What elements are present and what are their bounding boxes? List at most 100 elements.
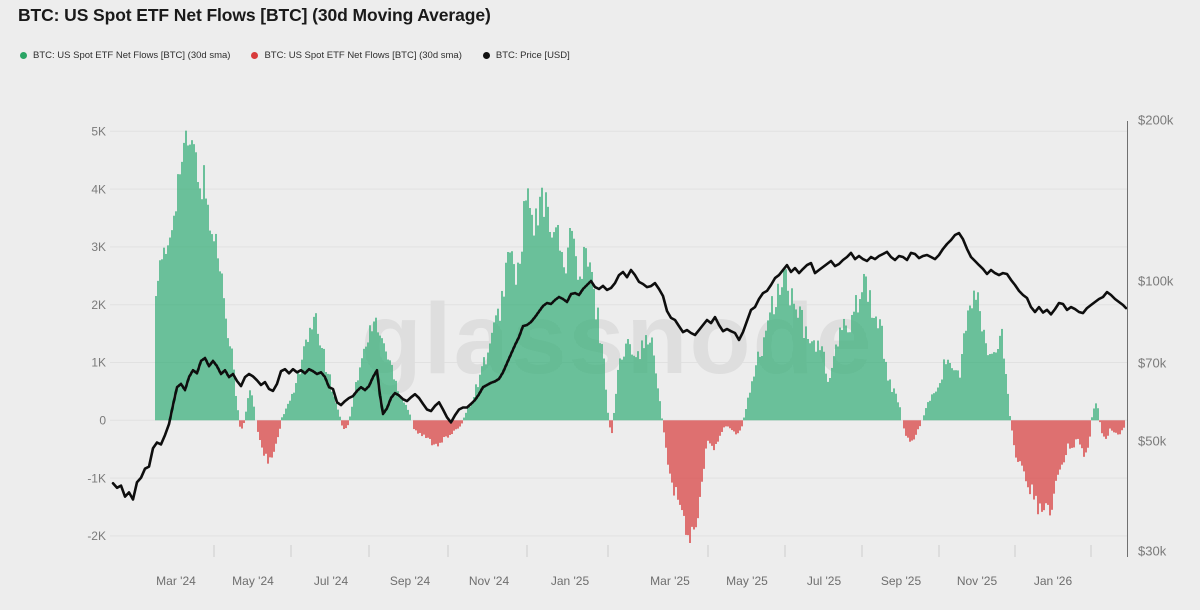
flow-bar <box>727 420 729 427</box>
flow-bar <box>201 199 203 421</box>
flow-bar <box>305 339 307 421</box>
flow-bar <box>513 264 515 421</box>
flow-bar <box>487 352 489 421</box>
flow-bar <box>1017 420 1019 462</box>
flow-bar <box>155 296 157 421</box>
flow-bar <box>211 234 213 421</box>
flow-bar <box>857 312 859 421</box>
flow-bar <box>187 145 189 421</box>
flow-bar <box>743 417 745 421</box>
flow-bar <box>401 398 403 421</box>
flow-bar <box>705 420 707 449</box>
flow-bar <box>503 296 505 421</box>
flow-bar <box>547 206 549 421</box>
flow-bar <box>499 320 501 421</box>
flow-bar <box>1113 420 1115 433</box>
flow-bar <box>979 311 981 421</box>
x-axis-tick-label: Nov '25 <box>957 574 998 588</box>
flow-bar <box>459 420 461 427</box>
y-axis-tick-label: -1K <box>87 471 106 485</box>
flow-bar <box>879 319 881 421</box>
flow-bar <box>403 402 405 421</box>
flow-bar <box>753 376 755 421</box>
flow-bar <box>649 342 651 421</box>
flow-bar <box>953 370 955 421</box>
flow-bar <box>633 355 635 421</box>
flow-bar <box>387 359 389 421</box>
flow-bar <box>1055 420 1057 481</box>
flow-bar <box>785 269 787 421</box>
flow-bar <box>1085 420 1087 453</box>
btc-price-line <box>111 231 1128 501</box>
flow-bar <box>811 341 813 421</box>
flow-bar <box>925 408 927 421</box>
flow-bar <box>185 130 187 421</box>
flow-bar <box>465 412 467 421</box>
flow-bar <box>769 312 771 421</box>
flow-bar <box>601 344 603 421</box>
flow-bar <box>1061 420 1063 465</box>
legend-item-netflow-negative[interactable]: BTC: US Spot ETF Net Flows [BTC] (30d sm… <box>251 50 462 61</box>
flow-bar <box>1035 420 1037 496</box>
flow-bar <box>427 420 429 438</box>
flow-bar <box>233 369 235 421</box>
flow-bar <box>973 290 975 421</box>
flow-bar <box>527 188 529 421</box>
flow-bar <box>669 420 671 474</box>
flow-bar <box>927 402 929 421</box>
flow-bar <box>421 420 423 437</box>
flow-bar <box>1051 420 1053 510</box>
flow-bar <box>317 333 319 421</box>
right-axis-tick-label: $50k <box>1138 434 1167 449</box>
flow-bar <box>375 317 377 421</box>
flow-bar <box>161 259 163 421</box>
flow-bar <box>541 187 543 421</box>
flow-bar <box>761 355 763 421</box>
green-series-dot-icon <box>20 52 27 59</box>
flow-bar <box>443 420 445 438</box>
flow-bar <box>325 372 327 421</box>
flow-bar <box>319 345 321 421</box>
flow-bar <box>301 359 303 421</box>
legend-item-label: BTC: US Spot ETF Net Flows [BTC] (30d sm… <box>264 50 462 61</box>
flow-bar <box>1083 420 1085 457</box>
flow-bar <box>1117 420 1119 435</box>
flow-bar <box>689 420 691 543</box>
flow-bar <box>1109 420 1111 429</box>
flow-bar <box>407 409 409 421</box>
flow-bar <box>789 305 791 421</box>
flow-bar <box>937 387 939 421</box>
legend-item-label: BTC: Price [USD] <box>495 50 570 61</box>
flow-bar <box>1027 420 1029 488</box>
flow-bar <box>369 325 371 421</box>
flow-bar <box>295 383 297 421</box>
flow-bar <box>567 247 569 421</box>
flow-bar <box>1101 420 1103 434</box>
legend-item-netflow-positive[interactable]: BTC: US Spot ETF Net Flows [BTC] (30d sm… <box>20 50 230 61</box>
flow-bar <box>385 351 387 421</box>
flow-bar <box>1121 420 1123 431</box>
flow-bar <box>873 317 875 421</box>
flow-bar <box>897 402 899 421</box>
flow-bar <box>655 373 657 421</box>
flow-bar <box>1099 420 1101 423</box>
flow-bar <box>853 311 855 421</box>
flow-bar <box>1119 420 1121 435</box>
y-axis-tick-label: 3K <box>91 240 106 254</box>
flow-bar <box>511 251 513 421</box>
flow-bar <box>755 365 757 421</box>
flow-bar <box>491 332 493 421</box>
flow-bar <box>663 420 665 433</box>
flow-bar <box>163 247 165 421</box>
flow-bar <box>597 307 599 421</box>
flow-bar <box>257 420 259 432</box>
flow-bar <box>871 317 873 421</box>
flow-bar <box>773 314 775 421</box>
flow-bar <box>311 329 313 421</box>
x-axis-tick-label: Jul '25 <box>807 574 842 588</box>
flow-bar <box>471 402 473 421</box>
flow-bar <box>1095 403 1097 421</box>
legend-item-price[interactable]: BTC: Price [USD] <box>482 50 570 61</box>
flow-bar <box>571 230 573 421</box>
